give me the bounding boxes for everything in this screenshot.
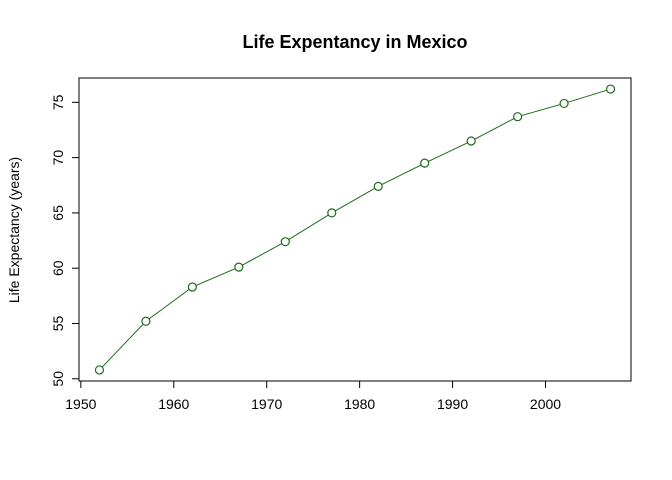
data-point xyxy=(187,282,197,292)
y-tick-label: 70 xyxy=(50,150,66,166)
x-tick-label: 1950 xyxy=(65,396,96,412)
data-point xyxy=(466,136,476,146)
data-point xyxy=(605,84,616,94)
y-axis-label: Life Expectancy (years) xyxy=(6,157,22,303)
x-tick-label: 1990 xyxy=(437,396,468,412)
plot-frame xyxy=(78,77,632,382)
data-point xyxy=(559,98,569,109)
data-point xyxy=(513,112,523,122)
series xyxy=(94,84,616,375)
data-point xyxy=(327,208,337,218)
y-tick-label: 60 xyxy=(50,260,66,276)
y-tick-label: 75 xyxy=(50,94,66,110)
series-line xyxy=(99,88,611,371)
y-tick-label: 55 xyxy=(50,315,66,331)
data-point xyxy=(141,316,151,326)
data-point xyxy=(234,262,244,272)
x-axis: 1950 1960 1970 1980 1990 2000 xyxy=(65,381,561,412)
x-tick-label: 1980 xyxy=(344,396,375,412)
data-point xyxy=(420,158,430,168)
y-tick-label: 50 xyxy=(50,371,66,387)
data-point xyxy=(373,181,383,191)
chart-title: Life Expentancy in Mexico xyxy=(242,32,467,52)
y-tick-label: 65 xyxy=(50,205,66,221)
x-tick-label: 2000 xyxy=(530,396,561,412)
data-point xyxy=(280,237,290,247)
x-tick-label: 1960 xyxy=(158,396,189,412)
y-axis: 50 55 60 65 70 75 xyxy=(50,94,79,387)
data-point xyxy=(94,365,105,375)
x-tick-label: 1970 xyxy=(251,396,282,412)
